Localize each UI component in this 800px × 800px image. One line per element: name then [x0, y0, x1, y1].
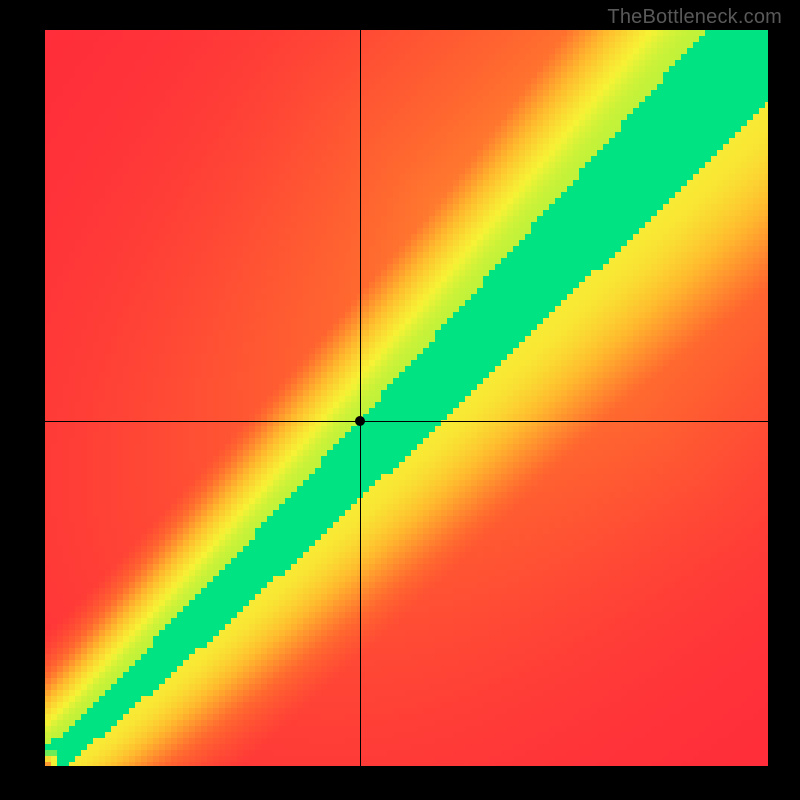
heatmap-canvas: [45, 30, 768, 766]
crosshair-marker: [355, 416, 365, 426]
crosshair-horizontal: [45, 421, 768, 422]
heatmap-plot-area: [45, 30, 768, 766]
crosshair-vertical: [360, 30, 361, 766]
watermark-text: TheBottleneck.com: [607, 6, 782, 29]
